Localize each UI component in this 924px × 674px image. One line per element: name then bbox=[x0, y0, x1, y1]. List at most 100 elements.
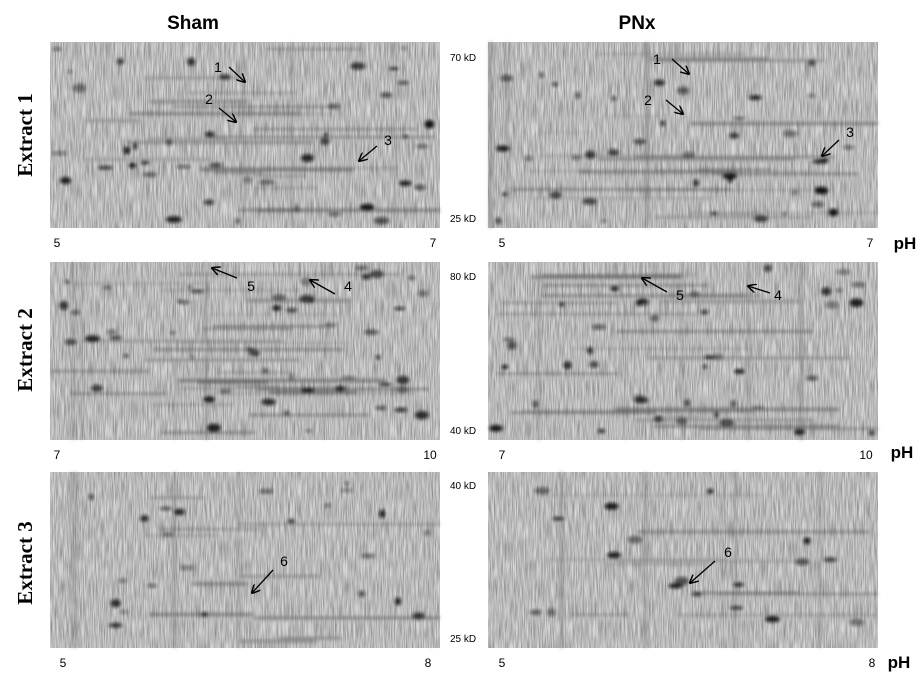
gel-vertical-streak bbox=[732, 472, 737, 648]
mw-label: 25 kD bbox=[450, 634, 476, 645]
gel-vertical-streak bbox=[204, 262, 208, 440]
gel-spot bbox=[204, 131, 215, 138]
gel-streak bbox=[528, 169, 592, 173]
mw-label: 40 kD bbox=[450, 426, 476, 437]
spot-number: 2 bbox=[644, 92, 652, 108]
gel-spot bbox=[495, 145, 510, 152]
gel-spot bbox=[403, 134, 409, 139]
gel-spot bbox=[379, 509, 386, 519]
gel-spot bbox=[179, 564, 194, 571]
gel-spot bbox=[300, 277, 312, 286]
gel-streak bbox=[614, 559, 794, 563]
gel-spot bbox=[582, 197, 597, 205]
gel-streak bbox=[179, 342, 348, 345]
gel-spot bbox=[271, 293, 287, 302]
gel-spot bbox=[394, 407, 408, 413]
ph-unit: pH bbox=[891, 443, 914, 462]
gel-streak bbox=[253, 616, 440, 619]
mw-label: 25 kD bbox=[450, 214, 476, 225]
gel-streak bbox=[532, 197, 713, 200]
gel-spot bbox=[782, 211, 787, 216]
gel-spot bbox=[186, 284, 193, 290]
gel-spot bbox=[649, 314, 660, 322]
gel-spot bbox=[350, 62, 366, 71]
gel-spot bbox=[201, 611, 208, 618]
gel-streak bbox=[80, 340, 283, 342]
gel-spot bbox=[84, 335, 101, 343]
gel-vertical-streak bbox=[488, 42, 493, 228]
gel-spot bbox=[503, 337, 515, 341]
gel-streak bbox=[649, 57, 769, 61]
gel-streak bbox=[161, 431, 256, 435]
ph-unit: pH bbox=[894, 234, 917, 253]
gel-spot bbox=[586, 346, 594, 355]
gel-spot bbox=[539, 72, 544, 78]
ph-label: 8 bbox=[869, 656, 876, 670]
gel-spot bbox=[633, 138, 647, 145]
spot-number: 3 bbox=[846, 124, 854, 140]
gel-spot bbox=[119, 609, 129, 614]
gel-streak bbox=[570, 347, 752, 350]
gel-spot bbox=[218, 73, 231, 80]
spot-number: 1 bbox=[653, 51, 661, 67]
gel-spot bbox=[259, 179, 275, 186]
gel-spot bbox=[730, 399, 736, 409]
gel-spot bbox=[828, 208, 839, 217]
arrow bbox=[822, 139, 840, 156]
spot-number: 4 bbox=[774, 287, 782, 303]
mw-label: 40 kD bbox=[450, 481, 476, 492]
gel-spot bbox=[817, 186, 825, 193]
gel-spot bbox=[396, 385, 409, 394]
gel-spot bbox=[261, 398, 276, 406]
gel-spot bbox=[249, 349, 261, 357]
gel-spot bbox=[842, 145, 855, 150]
gel-spot bbox=[393, 306, 406, 311]
gel-spot bbox=[749, 95, 762, 101]
gel-spot bbox=[803, 537, 811, 545]
gel-spot bbox=[90, 384, 103, 392]
gel-streak bbox=[236, 523, 440, 526]
mw-label: 70 kD bbox=[450, 53, 476, 64]
gel-spot bbox=[424, 529, 431, 536]
ph-label: 7 bbox=[867, 236, 874, 250]
gel-streak bbox=[246, 298, 352, 303]
gel-spot bbox=[323, 322, 338, 327]
gel-spot bbox=[849, 298, 864, 308]
gel-streak bbox=[690, 121, 878, 126]
gel-streak bbox=[200, 167, 354, 172]
gel-spot bbox=[707, 488, 714, 495]
gel-spot bbox=[524, 155, 533, 162]
spot-number: 1 bbox=[214, 59, 222, 75]
gel-streak bbox=[659, 299, 800, 304]
gel-spot bbox=[868, 430, 876, 436]
gel-spot bbox=[416, 144, 429, 149]
gel-streak bbox=[203, 327, 291, 331]
gel-spot bbox=[110, 598, 121, 608]
gel-vertical-streak bbox=[643, 472, 648, 648]
gel-spot bbox=[51, 151, 68, 156]
gel-spot bbox=[608, 149, 619, 156]
gel-spot bbox=[529, 609, 542, 616]
gel-spot bbox=[732, 582, 745, 588]
gel-vertical-streak bbox=[721, 472, 725, 648]
gel-vertical-streak bbox=[240, 42, 245, 228]
row-label: Extract 3 bbox=[13, 521, 37, 604]
gel-spot bbox=[341, 488, 353, 493]
gel-spot bbox=[363, 329, 379, 335]
gel-spot bbox=[323, 132, 329, 137]
gel-streak bbox=[218, 370, 291, 375]
arrow bbox=[310, 280, 336, 295]
gel-spot bbox=[328, 212, 342, 217]
gel-vertical-streak bbox=[69, 472, 74, 648]
gel-streak bbox=[211, 135, 435, 139]
gel-features bbox=[69, 472, 440, 648]
gel-streak bbox=[699, 591, 799, 594]
arrow bbox=[748, 286, 771, 294]
gel-streak bbox=[161, 289, 302, 291]
gel-spot bbox=[412, 612, 425, 620]
gel-spot bbox=[102, 285, 112, 290]
column-header: PNx bbox=[619, 13, 656, 34]
gel-spot bbox=[823, 557, 838, 562]
gel-spot bbox=[507, 340, 517, 350]
gel-spot bbox=[285, 307, 298, 313]
